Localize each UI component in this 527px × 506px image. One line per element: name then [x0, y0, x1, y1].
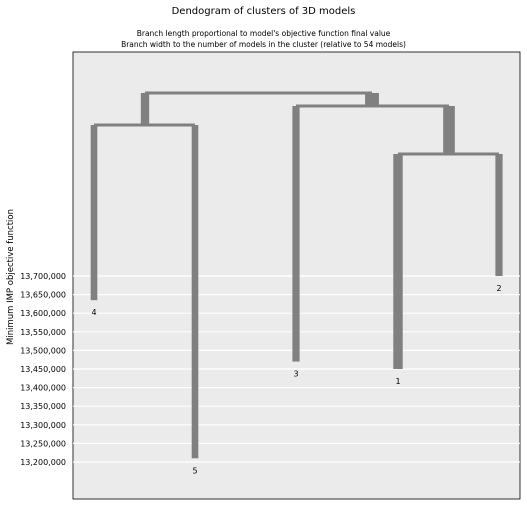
leaf-branch-3 [292, 106, 300, 362]
leaf-label-3: 3 [293, 370, 298, 379]
leaf-label-4: 4 [91, 308, 96, 317]
leaf-branch-5 [191, 125, 199, 459]
y-tick-label: 13,300,000 [20, 421, 66, 430]
leaf-label-5: 5 [192, 466, 197, 475]
merge-root [145, 91, 372, 95]
leaf-branch-1 [393, 154, 403, 369]
leaf-branch-4 [90, 125, 98, 301]
y-tick-label: 13,600,000 [20, 309, 66, 318]
y-tick-label: 13,650,000 [20, 291, 66, 300]
leaf-label-2: 2 [496, 284, 501, 293]
y-tick-label: 13,700,000 [20, 272, 66, 281]
chart-subtitle-line-1: Branch length proportional to model's ob… [136, 29, 391, 38]
branch-cluster-4-5 [140, 93, 150, 125]
y-tick-label: 13,450,000 [20, 365, 66, 374]
leaf-labels: 4 5 3 1 2 [91, 284, 501, 475]
chart-title: Dendogram of clusters of 3D models [171, 6, 356, 17]
y-tick-label: 13,550,000 [20, 328, 66, 337]
branch-cluster-3-1-2 [365, 93, 379, 106]
leaf-label-1: 1 [395, 377, 400, 386]
leaf-branch-2 [495, 154, 503, 276]
y-tick-label: 13,500,000 [20, 346, 66, 355]
y-tick-label: 13,400,000 [20, 384, 66, 393]
branch-cluster-1-2 [443, 106, 455, 154]
y-tick-label: 13,250,000 [20, 439, 66, 448]
chart-subtitle-line-2: Branch width to the number of models in … [121, 40, 406, 49]
y-tick-labels: 13,700,000 13,650,000 13,600,000 13,550,000… [20, 272, 66, 467]
dendrogram-branches [90, 91, 503, 459]
y-tick-label: 13,200,000 [20, 458, 66, 467]
y-tick-label: 13,350,000 [20, 402, 66, 411]
